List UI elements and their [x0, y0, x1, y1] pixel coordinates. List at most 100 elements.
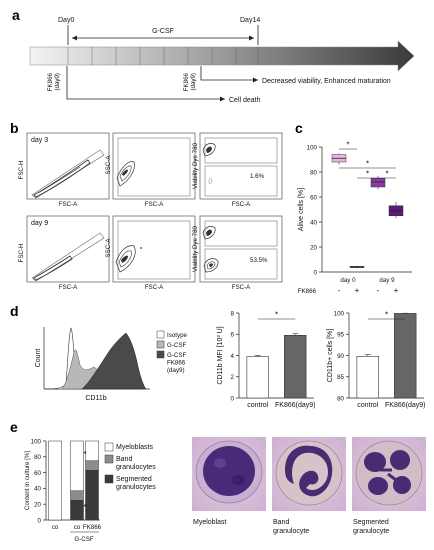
chart-cd11b-pct: 80 85 90 95 100 CD11b+ cells [%] control FK866(…: [327, 310, 425, 409]
d-mfi-y-tick-label: 6: [231, 332, 235, 339]
label-fk866-day0-sub: (day0): [54, 73, 61, 91]
e-sig-star: *: [83, 450, 86, 459]
flow-axis-fsca-1: FSC-A: [59, 201, 78, 208]
micrograph-label-myeloblast: Myeloblast: [193, 519, 227, 526]
micrograph-band-granulocyte: Band granulocyte: [272, 437, 346, 535]
timeline: Day0 Day14 G-CSF FK866 (day0) FK866 (day…: [29, 17, 415, 104]
panel-c-letter: c: [295, 120, 303, 136]
histogram-legend-swatch: [156, 350, 165, 359]
histogram-legend-swatch: [156, 330, 165, 339]
histogram-legend-swatch: [156, 340, 165, 349]
d-mfi-ylabel: CD11b MFI [10³ U]: [217, 326, 224, 384]
flow-axis-fsch-1: FSC-H: [18, 161, 25, 180]
c-box: [370, 178, 386, 188]
flow-axis-fsca-3: FSC-A: [232, 201, 251, 208]
d-mfi-bar: [284, 335, 307, 399]
histogram-legend-label: (day9): [167, 367, 185, 374]
label-fk866-day0: FK866: [47, 72, 54, 91]
e-bar-segment: [85, 469, 99, 521]
e-legend-label: Myeloblasts: [116, 444, 153, 451]
e-legend-label: granulocytes: [116, 484, 156, 491]
histogram-gcsf-fk866: [81, 332, 147, 390]
e-legend-label: Segmented: [116, 476, 152, 483]
c-group-label: day 9: [379, 277, 395, 284]
flow-axis-fsca-6: FSC-A: [232, 284, 251, 291]
flow-axis-viability-2: Viability Dye 780: [192, 225, 199, 272]
day3-viability-pct: 1.6%: [250, 173, 265, 180]
c-y-tick-label: 100: [307, 144, 318, 151]
e-y-tick-label: 80: [34, 454, 41, 461]
d-mfi-bar: [246, 356, 269, 399]
e-category-label: co: [52, 524, 59, 531]
flow-plot-day9-fsc: [26, 215, 110, 283]
e-bar-segment: [85, 460, 99, 471]
c-sig-star: *: [366, 160, 369, 169]
e-legend-swatch: [104, 454, 114, 464]
d-mfi-y-tick-label: 0: [231, 395, 235, 402]
micrograph-myeloblast: Myeloblast: [192, 437, 266, 526]
flow-axis-ssca-2: SSC-A: [105, 238, 112, 258]
histogram-xlabel: CD11b: [85, 395, 106, 402]
e-y-tick-label: 60: [34, 470, 41, 477]
d-pct-category-label: FK866(day9): [385, 402, 425, 409]
effect-day9: Decreased viability, Enhanced maturation: [262, 78, 391, 85]
chart-alive-cells: 0 20 40 60 80 100 Alive cells [%] day 0 day 9 FK8…: [298, 141, 412, 295]
flow-axis-ssca-1: SSC-A: [105, 155, 112, 175]
histogram-legend-label: G-CSF: [167, 352, 186, 359]
histogram-legend-label: Isotype: [167, 332, 188, 339]
d-pct-y-tick-label: 95: [337, 332, 344, 339]
flow-axis-fsca-2: FSC-A: [145, 201, 164, 208]
c-sig-star: *: [385, 170, 388, 179]
label-gcsf: G-CSF: [152, 28, 174, 35]
d-pct-y-tick-label: 80: [337, 395, 344, 402]
e-legend-swatch: [104, 442, 114, 452]
histogram-ylabel: Count: [35, 349, 42, 368]
e-y-tick-label: 0: [38, 517, 42, 524]
c-y-tick-label: 0: [314, 269, 318, 276]
micrograph-segmented-granulocyte: Segmented granulocyte: [352, 437, 426, 535]
label-day0: Day0: [58, 17, 74, 24]
e-ylabel: Content in culture [%]: [24, 451, 31, 510]
flow-plot-day3-fsc: [26, 132, 110, 200]
label-fk866-day9-sub: (day9): [190, 73, 197, 91]
flow-axis-fsch-2: FSC-H: [18, 244, 25, 263]
histogram-legend-label: G-CSF: [167, 342, 186, 349]
flow-plot-day3-ssc: [112, 132, 196, 200]
d-mfi-y-tick-label: 2: [231, 374, 235, 381]
micrograph-label-band-2: granulocyte: [273, 528, 309, 535]
d-mfi-category-label: FK866(day9): [275, 402, 315, 409]
c-group-label: day 0: [340, 277, 356, 284]
c-y-tick-label: 80: [310, 169, 317, 176]
connector-day0: [66, 66, 225, 100]
day9-viability-pct: 53.5%: [250, 257, 268, 264]
c-sig-star: *: [366, 170, 369, 179]
c-y-tick-label: 20: [310, 244, 317, 251]
e-y-tick-label: 100: [31, 438, 42, 445]
day3-label: day 3: [31, 137, 48, 144]
d-mfi-category-label: control: [247, 402, 268, 409]
flow-plot-day9-ssc: [112, 215, 196, 283]
label-day14: Day14: [240, 17, 260, 24]
e-legend-label: Band: [116, 456, 132, 463]
d-mfi-y-tick-label: 8: [231, 310, 235, 317]
e-category-label: FK866: [83, 524, 102, 531]
d-pct-ylabel: CD11b+ cells [%]: [327, 329, 334, 382]
timeline-segments: [67, 47, 259, 65]
c-fk866-sign: +: [355, 286, 360, 295]
d-pct-sig-star: *: [385, 311, 388, 320]
effect-day0: Cell death: [229, 97, 261, 104]
e-group-label: G-CSF: [74, 536, 93, 543]
e-y-tick-label: 20: [34, 502, 41, 509]
e-bar-segment: [70, 440, 84, 492]
e-bar-segment: [70, 500, 84, 521]
micrograph-label-band-1: Band: [273, 519, 289, 526]
c-fk866-sign: -: [377, 286, 380, 295]
day9-label: day 9: [31, 220, 48, 227]
d-pct-y-tick-label: 100: [334, 310, 345, 317]
flow-axis-viability-1: Viability Dye 780: [192, 142, 199, 189]
c-ylabel: Alive cells [%]: [298, 188, 305, 231]
